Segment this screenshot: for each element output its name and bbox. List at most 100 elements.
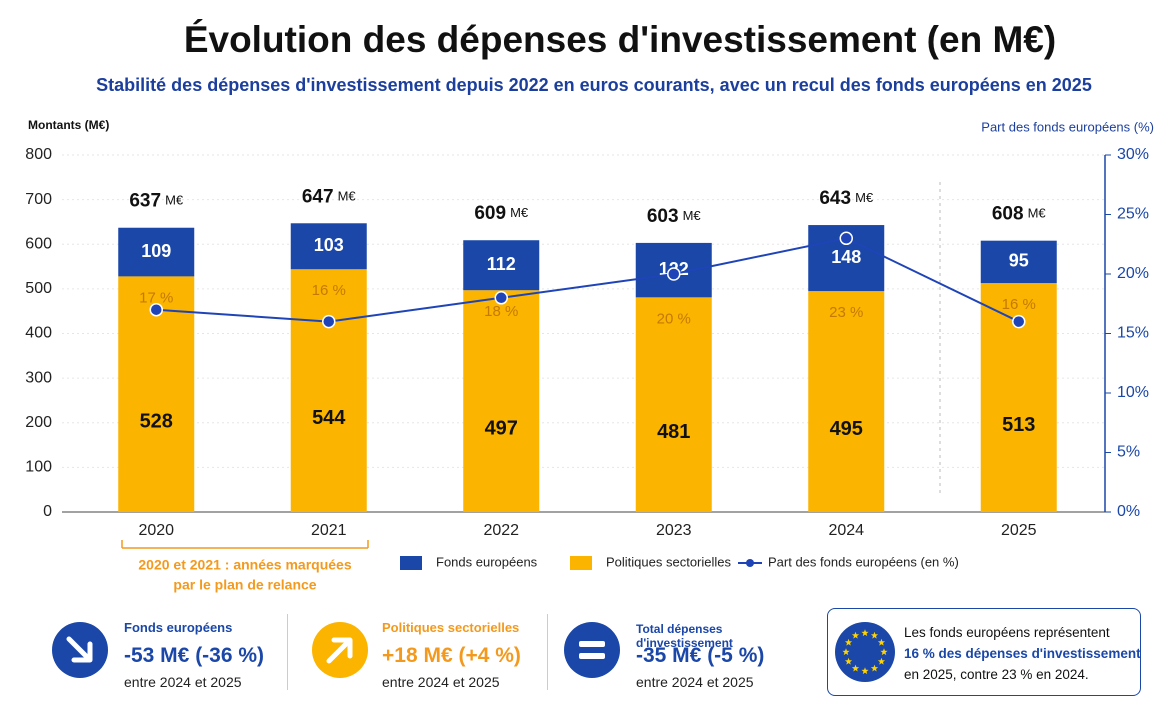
divider [547, 614, 548, 690]
bar-segment [463, 240, 540, 291]
x-tick-label: 2024 [828, 522, 864, 539]
total-value: 643 [819, 188, 851, 209]
bar-segment [290, 269, 367, 512]
percent-label: 18 % [484, 303, 518, 320]
y-tick-label: 800 [25, 146, 52, 163]
value-label: 109 [141, 241, 171, 261]
total-unit: M€ [855, 190, 874, 205]
star [844, 657, 853, 665]
card: Total dépenses d'investissement -35 M€ (… [552, 606, 822, 696]
x-tick-label: 2020 [138, 522, 174, 539]
total-label: 637 M€ [129, 191, 184, 212]
y-tick-label: 100 [25, 459, 52, 476]
y-tick-label: 500 [25, 280, 52, 297]
x-tick-label: 2021 [311, 522, 347, 539]
total-unit: M€ [510, 206, 529, 221]
percent-label: 17 % [139, 289, 173, 306]
line-point [839, 231, 853, 246]
star [861, 629, 869, 637]
value-label: 528 [140, 410, 173, 432]
y2-tick-label: 25% [1117, 206, 1149, 223]
annotation: 2020 et 2021 : années marquées [138, 557, 351, 573]
value-label: 481 [657, 421, 690, 443]
bar-segment [808, 291, 885, 512]
y-tick-label: 200 [25, 414, 52, 431]
star [842, 648, 850, 656]
star [877, 657, 886, 665]
legend-marker [746, 559, 754, 567]
card-title: Total dépenses d'investissement [636, 622, 733, 650]
card: Les fonds européens représentent 16 % de… [827, 608, 1141, 696]
annotation: par le plan de relance [173, 577, 316, 593]
star [844, 638, 853, 646]
total-label: 608 M€ [992, 204, 1047, 225]
line-point [667, 267, 681, 281]
value-label: 497 [485, 417, 518, 439]
total-unit: M€ [165, 193, 184, 208]
legend-swatch [400, 556, 422, 570]
bar-segment [290, 223, 367, 270]
y2-tick-label: 10% [1117, 384, 1149, 401]
legend-label: Part des fonds européens (en %) [768, 554, 959, 569]
icon-up [312, 622, 368, 678]
star [851, 664, 860, 672]
y-tick-label: 400 [25, 325, 52, 342]
percent-label: 16 % [312, 282, 346, 299]
card-value: -35 M€ (-5 %) [636, 644, 765, 667]
line-point [494, 291, 508, 305]
card-note: entre 2024 et 2025 [636, 674, 754, 690]
divider [287, 614, 288, 690]
total-unit: M€ [1028, 206, 1047, 221]
card-title: Politiques sectorielles [382, 620, 520, 635]
y-tick-label: 700 [25, 191, 52, 208]
value-label: 95 [1009, 251, 1029, 271]
y2-axis-label: Part des fonds européens (%) [981, 119, 1154, 134]
eu-flag [835, 622, 895, 682]
chart-title: Évolution des dépenses d'investissement … [184, 19, 1056, 60]
star [861, 667, 869, 675]
chart: Évolution des dépenses d'investissement … [25, 19, 1154, 593]
legend-label: Fonds européens [436, 554, 538, 569]
card-note: entre 2024 et 2025 [382, 674, 500, 690]
percent-label: 23 % [829, 304, 863, 321]
value-label: 544 [312, 407, 346, 429]
total-value: 609 [474, 203, 506, 224]
total-label: 609 M€ [474, 203, 529, 224]
card-value: -53 M€ (-36 %) [124, 644, 265, 667]
x-tick-label: 2023 [656, 522, 692, 539]
y-axis-label: Montants (M€) [28, 118, 109, 132]
star [870, 631, 879, 639]
y-tick-label: 600 [25, 235, 52, 252]
total-unit: M€ [683, 208, 702, 223]
star [870, 664, 879, 672]
y2-tick-label: 15% [1117, 325, 1149, 342]
legend-label: Politiques sectorielles [606, 554, 732, 569]
x-tick-label: 2025 [1001, 522, 1037, 539]
star [880, 648, 888, 656]
y2-tick-label: 30% [1117, 146, 1149, 163]
card-note: entre 2024 et 2025 [124, 674, 242, 690]
card-line: 16 % des dépenses d'investissement [904, 646, 1141, 661]
bar-segment [635, 297, 712, 512]
value-label: 513 [1002, 414, 1035, 436]
total-value: 608 [992, 204, 1024, 225]
legend-swatch [570, 556, 592, 570]
bar-segment [118, 227, 195, 277]
card-value: +18 M€ (+4 %) [382, 644, 521, 667]
total-label: 603 M€ [647, 206, 702, 227]
total-value: 603 [647, 206, 679, 227]
y-tick-label: 300 [25, 369, 52, 386]
percent-label: 16 % [1002, 296, 1036, 313]
star [851, 631, 860, 639]
value-label: 495 [830, 418, 863, 440]
star [877, 638, 886, 646]
y2-tick-label: 5% [1117, 444, 1140, 461]
value-label: 103 [314, 235, 344, 255]
line-point [1012, 314, 1026, 329]
icon-equal [564, 622, 620, 678]
total-value: 647 [302, 186, 334, 207]
line [156, 237, 1020, 323]
card-title: Fonds européens [124, 620, 233, 635]
percent-label: 20 % [657, 310, 691, 327]
